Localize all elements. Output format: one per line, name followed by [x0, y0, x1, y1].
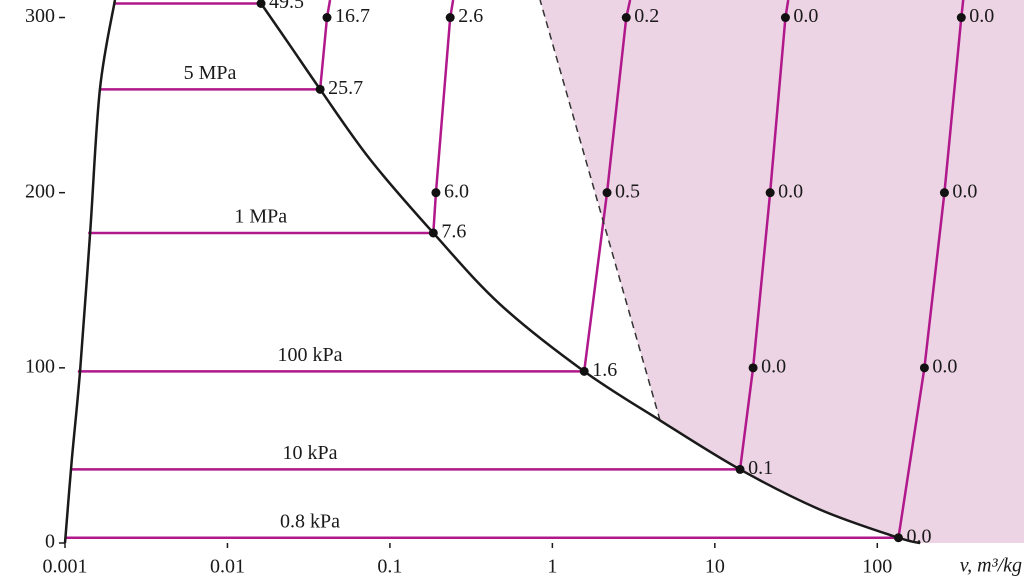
- point-label: 0.0: [778, 180, 803, 202]
- point: [602, 188, 612, 198]
- point: [956, 13, 966, 23]
- x-tick-label: 1: [547, 556, 557, 578]
- isobar-label: 100 kPa: [278, 344, 343, 366]
- point-label: 0.0: [793, 5, 818, 27]
- point-label: 2.6: [458, 5, 483, 27]
- y-tick-label: 200: [25, 180, 55, 202]
- point: [428, 228, 438, 238]
- point-label: 0.0: [932, 355, 957, 377]
- point-label: 0.1: [748, 457, 773, 479]
- point-label: 0.2: [634, 5, 659, 27]
- point-label: 0.5: [615, 180, 640, 202]
- point: [780, 13, 790, 23]
- point: [579, 366, 589, 376]
- x-tick-label: 0.01: [210, 556, 245, 578]
- isobar: [88, 0, 455, 235]
- point-label: 1.6: [592, 359, 617, 381]
- point: [256, 0, 266, 9]
- isobar-label: 1 MPa: [234, 206, 287, 228]
- x-tick-label: 100: [862, 556, 892, 578]
- isobar: [99, 0, 332, 91]
- dashed-line: [539, 0, 661, 421]
- point: [893, 533, 903, 543]
- x-tick-label: 0.001: [43, 556, 88, 578]
- isobar-label: 5 MPa: [184, 62, 237, 84]
- point: [322, 13, 332, 23]
- shaded-region: [540, 0, 1024, 543]
- point-label: 25.7: [328, 77, 363, 99]
- point-label: 6.0: [444, 180, 469, 202]
- points-layer: 49.5 25.7 7.6 1.6 0.1 0.0 16.7 6.0 2.6 0.5 0.2 0.0 0…: [256, 0, 994, 547]
- point: [748, 363, 758, 373]
- region-layer: [540, 0, 1024, 543]
- point-label: 0.0: [761, 355, 786, 377]
- y-tick-label: 300: [25, 5, 55, 27]
- point: [919, 363, 929, 373]
- isobar-label: 0.8 kPa: [280, 510, 340, 532]
- point-label: 0.0: [906, 525, 931, 547]
- point-label: 0.0: [969, 5, 994, 27]
- x-tick-label: 10: [705, 556, 725, 578]
- axes-layer: 0 100 200 300 0.001 0.01 0.1 1 10 100: [25, 5, 892, 577]
- point: [431, 188, 441, 198]
- point: [315, 84, 325, 94]
- x-axis-title: v, m³/kg: [960, 555, 1022, 577]
- point-label: 49.5: [269, 0, 304, 13]
- x-tick-label: 0.1: [377, 556, 402, 578]
- y-tick-label: 100: [25, 355, 55, 377]
- y-tick-label: 0: [45, 531, 55, 553]
- point: [621, 13, 631, 23]
- point: [939, 188, 949, 198]
- isobar: [77, 0, 632, 373]
- point: [765, 188, 775, 198]
- point: [735, 464, 745, 474]
- isobar-label: 10 kPa: [283, 442, 338, 464]
- point-label: 0.0: [952, 180, 977, 202]
- point: [445, 13, 455, 23]
- point-label: 16.7: [335, 5, 370, 27]
- point-label: 7.6: [441, 221, 466, 243]
- saturation-curve: [63, 0, 117, 544]
